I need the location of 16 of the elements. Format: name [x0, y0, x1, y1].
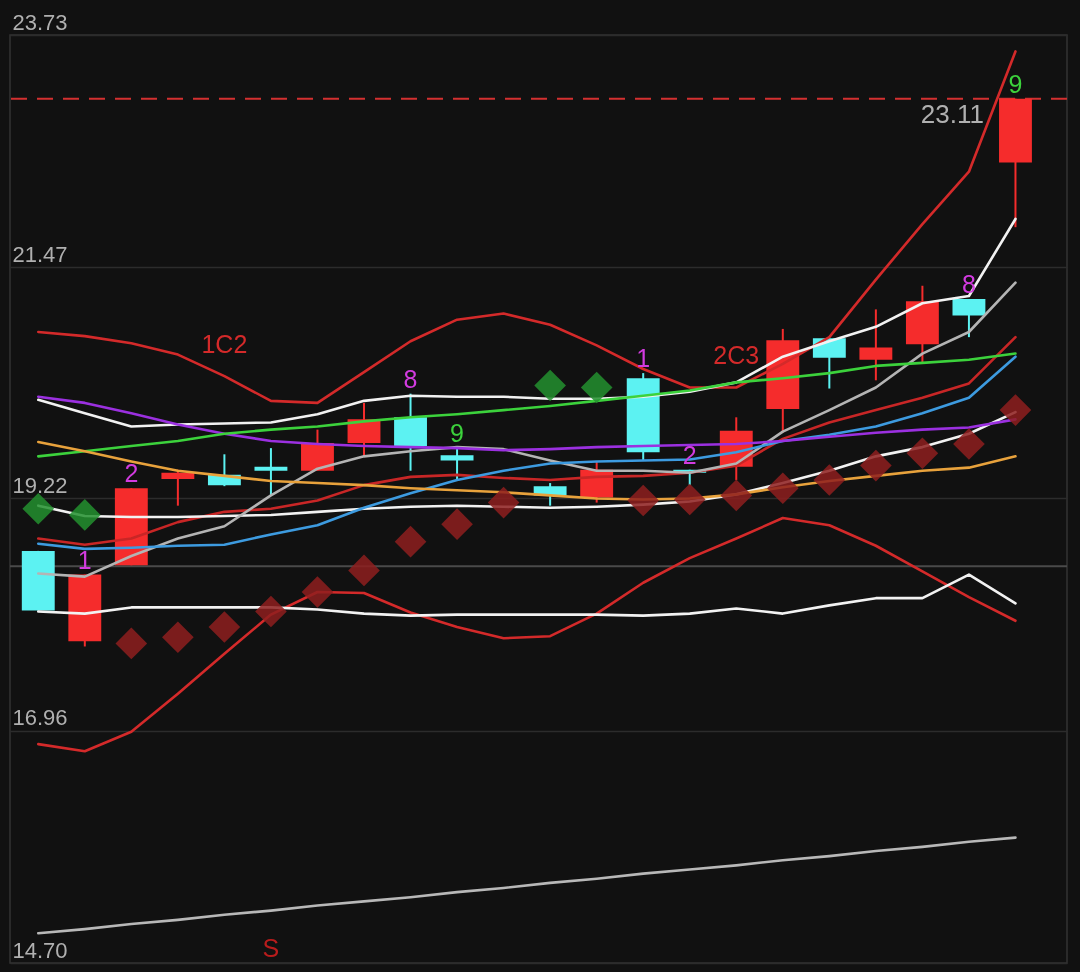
annotation: 1C2 [201, 330, 248, 359]
y-tick-label: 14.70 [12, 937, 68, 963]
y-tick-label: 19.22 [12, 472, 68, 498]
annotation: 9 [450, 419, 465, 448]
annotation: 8 [961, 270, 976, 299]
ref-line-label: 23.11 [920, 98, 984, 129]
annotation: 9 [1008, 69, 1023, 98]
annotation: S [262, 934, 280, 962]
annotation: 8 [403, 364, 418, 393]
y-tick-label: 16.96 [12, 705, 68, 731]
annotation: 2C3 [713, 341, 760, 370]
annotation: 1 [636, 344, 651, 373]
annotation: 1 [77, 545, 92, 574]
y-tick-label: 23.73 [12, 9, 68, 35]
annotation: 2 [124, 459, 139, 488]
y-tick-label: 21.47 [12, 241, 68, 267]
